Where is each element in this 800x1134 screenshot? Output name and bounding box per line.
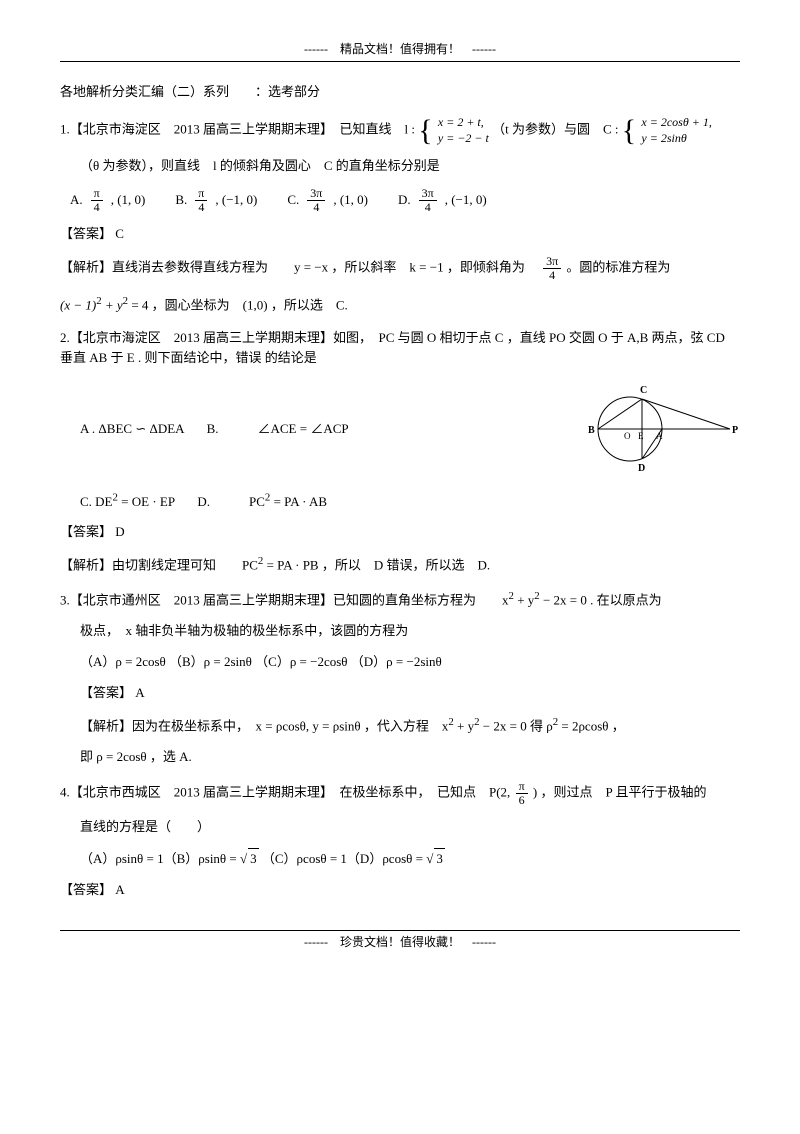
svg-text:E: E: [638, 431, 644, 441]
q1-explanation-2: (x − 1)2 + y2 = 4 ，圆心坐标为 (1,0) ，所以选 C.: [60, 293, 740, 316]
q3-stem-2: 极点， x 轴非负半轴为极轴的极坐标系中，该圆的方程为: [80, 621, 740, 642]
q1-opt-a: A. π4 , (1, 0): [70, 187, 145, 214]
q3-stem: 3.【北京市通州区 2013 届高三上学期期末理】已知圆的直角坐标方程为 x2 …: [60, 588, 740, 611]
q1-options: A. π4 , (1, 0) B. π4 , (−1, 0) C. 3π4 , …: [70, 187, 740, 214]
q4-stem: 4.【北京市西城区 2013 届高三上学期期末理】 在极坐标系中， 已知点 P(…: [60, 780, 740, 807]
q3-explanation-1: 【解析】因为在极坐标系中， x = ρcosθ, y = ρsinθ ，代入方程…: [80, 714, 740, 737]
q1-eq2: x = 2cosθ + 1, y = 2sinθ: [641, 115, 711, 146]
q1-opt-c: C. 3π4 , (1, 0): [287, 187, 368, 214]
question-1: 1.【北京市海淀区 2013 届高三上学期期末理】 已知直线 l : { x =…: [60, 115, 740, 316]
q2-opt-c: C. DE2 = OE · EP: [80, 494, 175, 509]
q2-answer: 【答案】 D: [60, 522, 740, 543]
q2-explanation: 【解析】由切割线定理可知 PC2 = PA · PB ，所以 D 错误，所以选 …: [60, 553, 740, 576]
q1-answer: 【答案】 C: [60, 224, 740, 245]
q2-row-cd: C. DE2 = OE · EP D. PC2 = PA · AB: [80, 489, 740, 512]
brace-icon: {: [418, 117, 432, 144]
q1-stem-c: （θ 为参数），则直线 l 的倾斜角及圆心 C 的直角坐标分别是: [80, 156, 740, 177]
q4-options: （A）ρsinθ = 1（B）ρsinθ = √3 （C）ρcosθ = 1（D…: [80, 848, 740, 870]
doc-title: 各地解析分类汇编（二）系列 ：选考部分: [60, 82, 740, 103]
q1-opt-d: D. 3π4 , (−1, 0): [398, 187, 487, 214]
svg-text:O: O: [624, 431, 631, 441]
q1-stem: 1.【北京市海淀区 2013 届高三上学期期末理】 已知直线 l : { x =…: [60, 115, 740, 146]
q1-explanation-1: 【解析】直线消去参数得直线方程为 y = −x ，所以斜率 k = −1 ，即倾…: [60, 255, 740, 282]
q4-answer: 【答案】 A: [60, 880, 740, 901]
q1-stem-a: 1.【北京市海淀区 2013 届高三上学期期末理】 已知直线 l :: [60, 122, 415, 137]
q1-stem-b: （t 为参数）与圆 C :: [492, 122, 618, 137]
q2-opt-a: A . ΔBEC ∽ ΔDEA: [80, 421, 184, 436]
svg-text:D: D: [638, 463, 645, 474]
brace-icon: {: [622, 117, 636, 144]
q3-answer: 【答案】 A: [80, 683, 740, 704]
q2-row-ab: A . ΔBEC ∽ ΔDEA B. ∠ACE = ∠ACP: [80, 419, 560, 440]
svg-text:B: B: [588, 425, 595, 436]
q3-explanation-2: 即 ρ = 2cosθ ，选 A.: [80, 747, 740, 768]
question-2: 2.【北京市海淀区 2013 届高三上学期期末理】如图， PC 与圆 O 相切于…: [60, 328, 740, 577]
page-header: ------ 精品文档！值得拥有！ ------: [60, 40, 740, 62]
svg-text:P: P: [732, 425, 738, 436]
q3-options: （A）ρ = 2cosθ （B）ρ = 2sinθ （C）ρ = −2cosθ …: [80, 652, 740, 673]
svg-text:A: A: [656, 431, 663, 441]
question-4: 4.【北京市西城区 2013 届高三上学期期末理】 在极坐标系中， 已知点 P(…: [60, 780, 740, 901]
q1-eq1: x = 2 + t, y = −2 − t: [438, 115, 489, 146]
q4-stem-2: 直线的方程是（ ）: [80, 817, 740, 838]
circle-diagram: C B O E A P D: [580, 379, 740, 479]
q2-opt-d: D. PC2 = PA · AB: [197, 494, 327, 509]
question-3: 3.【北京市通州区 2013 届高三上学期期末理】已知圆的直角坐标方程为 x2 …: [60, 588, 740, 767]
page-footer: ------ 珍贵文档！值得收藏！ ------: [60, 930, 740, 952]
svg-text:C: C: [640, 385, 647, 396]
q2-stem: 2.【北京市海淀区 2013 届高三上学期期末理】如图， PC 与圆 O 相切于…: [60, 328, 740, 370]
q2-opt-b: B. ∠ACE = ∠ACP: [207, 421, 349, 436]
q1-opt-b: B. π4 , (−1, 0): [175, 187, 257, 214]
